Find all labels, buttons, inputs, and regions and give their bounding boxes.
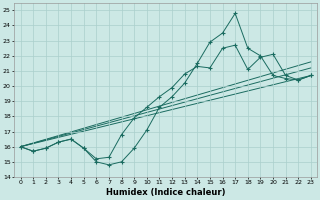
X-axis label: Humidex (Indice chaleur): Humidex (Indice chaleur) [106,188,226,197]
